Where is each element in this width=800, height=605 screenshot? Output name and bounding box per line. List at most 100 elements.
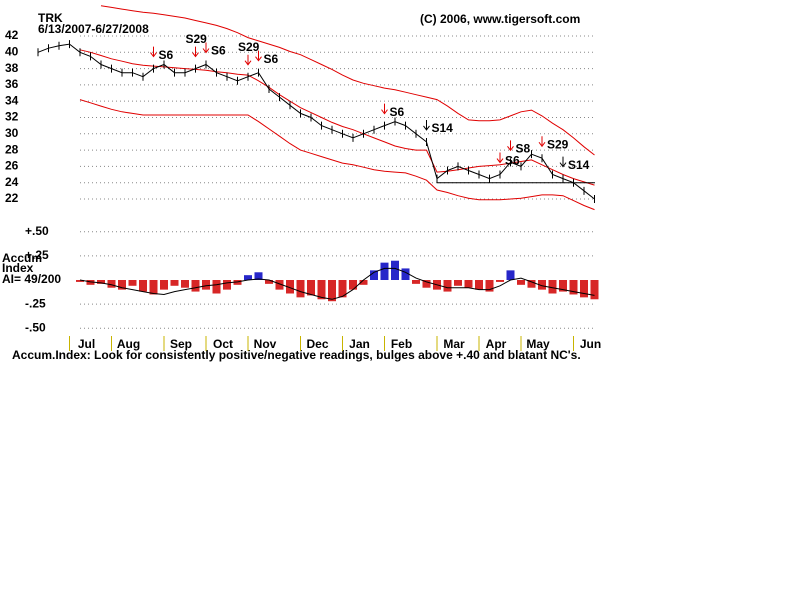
- signal-arrow-head: [538, 141, 546, 148]
- ai-value: AI= 49/200: [2, 272, 61, 286]
- y-tick-label: 40: [5, 44, 19, 58]
- y-tick-label: 42: [5, 28, 19, 42]
- y-tick-label: 28: [5, 142, 19, 156]
- x-tick-label: Jul: [78, 337, 95, 351]
- accum-bar: [86, 280, 95, 285]
- accum-bar: [496, 280, 504, 282]
- signal-label: S14: [568, 158, 590, 172]
- y-tick-label: 24: [5, 175, 19, 189]
- accum-bar: [244, 275, 252, 280]
- accum-bar: [212, 280, 221, 294]
- accum-bar: [223, 280, 231, 290]
- signal-arrow-head: [496, 158, 504, 164]
- accum-bar: [107, 280, 116, 288]
- accum-bar: [538, 280, 546, 290]
- y-tick-label: +.50: [25, 224, 49, 238]
- y-tick-label: 26: [5, 159, 19, 173]
- signal-arrow-head: [202, 48, 210, 54]
- y-tick-label: 30: [5, 126, 19, 140]
- accum-bar: [349, 280, 357, 290]
- accum-bar: [254, 272, 263, 280]
- accum-bar: [233, 280, 242, 285]
- signal-arrow-head: [192, 52, 199, 58]
- accum-bar: [380, 262, 389, 280]
- band-line: [79, 99, 595, 211]
- price-line: [37, 43, 595, 200]
- accum-bar: [97, 280, 105, 284]
- y-tick-label: 34: [5, 93, 19, 107]
- y-tick-label: 22: [5, 191, 19, 205]
- accum-bar: [454, 280, 462, 286]
- x-tick-label: Feb: [391, 337, 412, 351]
- date-range: 6/13/2007-6/27/2008: [38, 22, 149, 36]
- x-tick-label: Nov: [254, 337, 277, 351]
- accum-bar: [548, 280, 557, 294]
- y-tick-label: 38: [5, 61, 19, 75]
- x-tick-label: May: [526, 337, 550, 351]
- accum-bar: [265, 280, 273, 284]
- accum-average: [79, 267, 595, 300]
- signal-label: S6: [505, 154, 520, 168]
- signal-arrow-head: [244, 60, 252, 66]
- accum-bar: [128, 280, 137, 286]
- accum-title: Accum: [2, 251, 42, 265]
- accum-bar: [475, 280, 483, 290]
- accum-bar: [118, 280, 126, 290]
- x-tick-label: Mar: [443, 337, 465, 351]
- accum-bar: [443, 280, 452, 292]
- accum-bar: [412, 280, 420, 284]
- accum-bar: [170, 280, 179, 286]
- signal-label: S6: [390, 105, 405, 119]
- accum-bar: [517, 280, 525, 285]
- signal-arrow-head: [150, 52, 157, 58]
- accum-bar: [149, 280, 158, 295]
- accum-note: Accum.Index: Look for consistently posit…: [12, 348, 581, 362]
- signal-label: S29: [547, 137, 569, 151]
- accum-bar: [328, 280, 336, 302]
- accum-bar: [296, 280, 305, 298]
- x-tick-label: Dec: [306, 337, 328, 351]
- accum-bar: [76, 280, 84, 282]
- x-tick-label: Jun: [580, 337, 601, 351]
- accum-bar: [317, 280, 326, 300]
- accum-bar: [359, 280, 368, 285]
- signal-arrow-head: [423, 125, 430, 131]
- y-tick-label: 32: [5, 110, 19, 124]
- accum-bar: [464, 280, 473, 288]
- accum-bar: [569, 280, 578, 295]
- accum-bar: [338, 280, 347, 298]
- copyright: (C) 2006, www.tigersoft.com: [420, 12, 580, 26]
- accum-bar: [506, 270, 515, 280]
- accum-bar: [307, 280, 315, 296]
- signal-label: S6: [211, 44, 226, 58]
- accum-bar: [275, 280, 284, 290]
- accum-bar: [590, 280, 599, 300]
- x-tick-label: Apr: [486, 337, 507, 351]
- band-line: [100, 5, 595, 156]
- x-tick-label: Aug: [117, 337, 140, 351]
- accum-bar: [559, 280, 567, 292]
- accum-bar: [139, 280, 147, 292]
- signal-arrow-head: [255, 56, 262, 62]
- accum-bar: [191, 280, 200, 292]
- signal-label: S29: [186, 32, 208, 46]
- accum-bar: [160, 280, 168, 290]
- signal-label: S8: [516, 141, 531, 155]
- signal-label: S14: [432, 121, 454, 135]
- signal-label: S6: [264, 52, 279, 66]
- y-tick-label: +.25: [25, 248, 49, 262]
- accum-bar: [527, 280, 536, 288]
- accum-bar: [580, 280, 588, 298]
- signal-arrow-head: [507, 146, 514, 152]
- accum-bar: [485, 280, 494, 292]
- accum-bar: [181, 280, 189, 288]
- signal-arrow-head: [381, 109, 388, 115]
- y-tick-label: 36: [5, 77, 19, 91]
- signal-label: S6: [159, 48, 174, 62]
- signal-arrow-head: [559, 162, 567, 168]
- y-tick-label: -.50: [25, 320, 46, 334]
- x-tick-label: Sep: [170, 337, 192, 351]
- accum-bar: [422, 280, 431, 288]
- accum-bar: [401, 268, 410, 280]
